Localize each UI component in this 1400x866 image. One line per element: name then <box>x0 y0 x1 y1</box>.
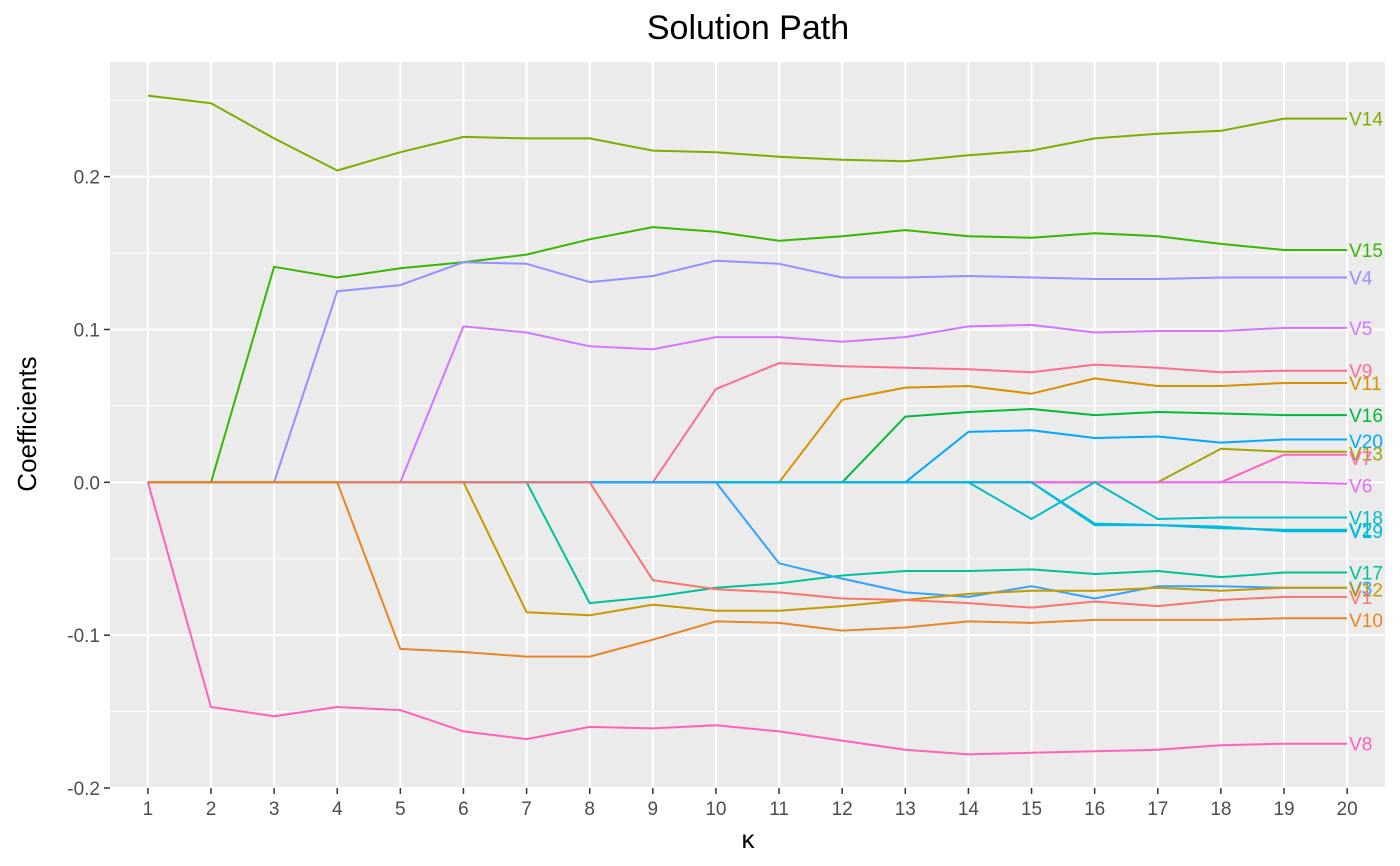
y-tick-label: 0.2 <box>74 168 100 189</box>
x-tick-label: 11 <box>769 799 789 820</box>
y-tick-label: -0.2 <box>67 779 100 800</box>
series-line-v14 <box>147 94 1348 172</box>
series-line-v4 <box>147 259 1348 484</box>
series-label-v13: V13 <box>1349 444 1383 465</box>
series-label-v15: V15 <box>1349 241 1383 262</box>
series-label-v4: V4 <box>1349 269 1373 290</box>
x-tick-label: 7 <box>521 799 532 820</box>
x-tick-label: 8 <box>584 799 595 820</box>
x-tick-label: 10 <box>705 799 726 820</box>
x-axis-title: κ <box>742 824 756 854</box>
x-tick-label: 15 <box>1021 799 1042 820</box>
series-label-v5: V5 <box>1349 319 1372 340</box>
x-tick-label: 5 <box>395 799 406 820</box>
panel-background <box>110 62 1385 788</box>
x-tick-label: 6 <box>458 799 469 820</box>
x-tick-label: 20 <box>1337 799 1358 820</box>
x-tick-label: 3 <box>269 799 280 820</box>
series-label-v19: V19 <box>1349 522 1383 543</box>
series-label-v2: V2 <box>1349 521 1372 542</box>
chart-title: Solution Path <box>647 9 849 47</box>
x-tick-label: 9 <box>648 799 659 820</box>
y-axis-title: Coefficients <box>12 356 42 491</box>
x-tick-label: 16 <box>1084 799 1105 820</box>
series-label-v18: V18 <box>1349 508 1383 529</box>
series-label-v12: V12 <box>1349 580 1383 601</box>
y-tick-label: -0.1 <box>67 626 100 647</box>
x-tick-label: 2 <box>206 799 217 820</box>
series-label-v6: V6 <box>1349 476 1372 497</box>
series-label-v1: V1 <box>1349 588 1372 609</box>
x-tick-label: 12 <box>832 799 853 820</box>
x-tick-label: 17 <box>1147 799 1168 820</box>
series-label-v14: V14 <box>1349 110 1383 131</box>
series-line-v15 <box>147 226 1348 484</box>
y-tick-label: 0.0 <box>74 473 100 494</box>
series-label-v16: V16 <box>1349 406 1383 427</box>
x-tick-label: 14 <box>958 799 980 820</box>
series-label-v7: V7 <box>1349 449 1372 470</box>
series-label-v11: V11 <box>1349 374 1381 395</box>
x-tick-label: 19 <box>1273 799 1294 820</box>
y-tick-label: 0.1 <box>74 320 100 341</box>
series-line-v10 <box>147 481 1348 658</box>
x-tick-label: 13 <box>895 799 916 820</box>
x-tick-label: 18 <box>1210 799 1231 820</box>
series-label-v17: V17 <box>1349 563 1383 584</box>
series-label-v10: V10 <box>1349 611 1383 632</box>
series-label-v3: V3 <box>1349 579 1372 600</box>
series-label-v9: V9 <box>1349 362 1372 383</box>
x-tick-label: 1 <box>143 799 154 820</box>
series-line-v8 <box>146 482 1348 756</box>
x-tick-label: 4 <box>332 799 343 820</box>
series-line-v1 <box>147 481 1348 609</box>
series-label-v20: V20 <box>1349 432 1383 453</box>
plot-area: -0.2-0.10.00.10.21 2 3 4 5 6 7 8 9 10 11 12 13 14 15 16… <box>67 62 1385 820</box>
series-label-v8: V8 <box>1349 735 1372 756</box>
